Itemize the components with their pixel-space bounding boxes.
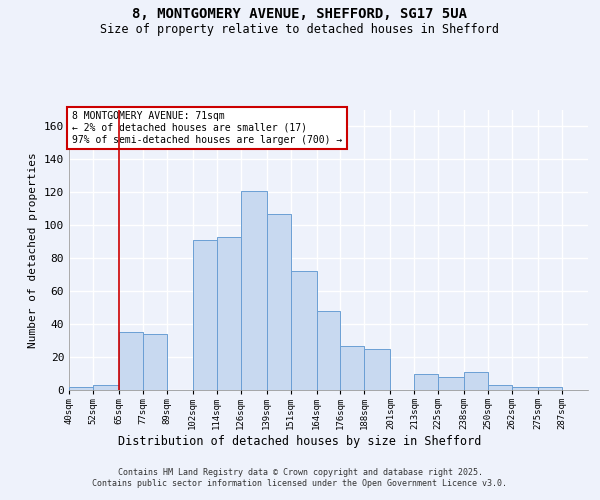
Bar	[340, 346, 364, 390]
Bar	[217, 237, 241, 390]
Bar	[364, 349, 391, 390]
Bar	[317, 311, 340, 390]
Bar	[415, 374, 438, 390]
Bar	[193, 240, 217, 390]
Text: 8, MONTGOMERY AVENUE, SHEFFORD, SG17 5UA: 8, MONTGOMERY AVENUE, SHEFFORD, SG17 5UA	[133, 8, 467, 22]
Bar	[512, 386, 538, 390]
Bar	[438, 377, 464, 390]
Bar	[538, 386, 562, 390]
Bar	[488, 385, 512, 390]
Bar	[143, 334, 167, 390]
Bar	[241, 190, 266, 390]
Y-axis label: Number of detached properties: Number of detached properties	[28, 152, 38, 348]
Bar	[69, 386, 93, 390]
Bar	[93, 385, 119, 390]
Bar	[464, 372, 488, 390]
Text: 8 MONTGOMERY AVENUE: 71sqm
← 2% of detached houses are smaller (17)
97% of semi-: 8 MONTGOMERY AVENUE: 71sqm ← 2% of detac…	[71, 112, 342, 144]
Text: Distribution of detached houses by size in Shefford: Distribution of detached houses by size …	[118, 435, 482, 448]
Text: Size of property relative to detached houses in Shefford: Size of property relative to detached ho…	[101, 22, 499, 36]
Text: Contains HM Land Registry data © Crown copyright and database right 2025.
Contai: Contains HM Land Registry data © Crown c…	[92, 468, 508, 487]
Bar	[119, 332, 143, 390]
Bar	[290, 272, 317, 390]
Bar	[266, 214, 290, 390]
